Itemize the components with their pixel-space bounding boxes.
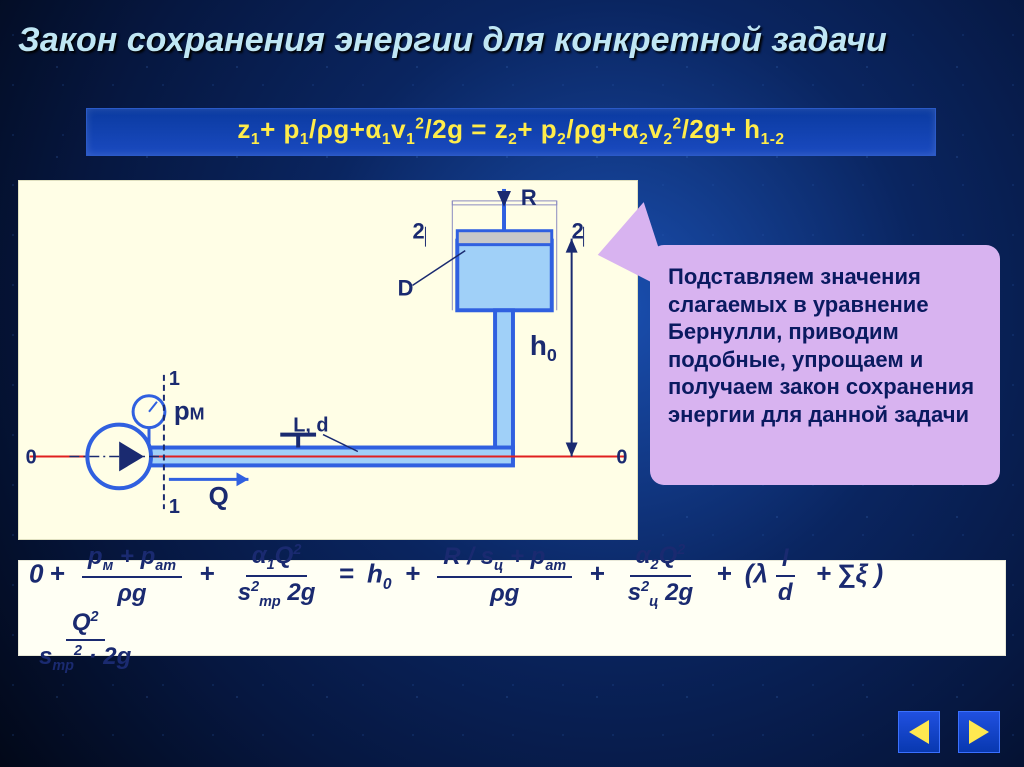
full-equation: 0+ pм + pатρg + α1Q2s2тр 2g = h0 + R / s… xyxy=(18,560,1006,656)
svg-text:0: 0 xyxy=(616,446,627,468)
svg-text:0: 0 xyxy=(26,446,37,468)
svg-text:Q: Q xyxy=(209,483,229,511)
hydraulic-diagram: R 2 2 D h0 1 1 pM L, d Q 0 0 xyxy=(18,180,638,540)
chevron-right-icon xyxy=(969,720,989,744)
explanation-callout: Подставляем значения слагаемых в уравнен… xyxy=(650,245,1000,485)
svg-text:h0: h0 xyxy=(530,330,557,365)
bernoulli-equation-bar: z1+ p1/ρg+α1v12/2g = z2+ p2/ρg+α2v22/2g+… xyxy=(86,108,936,156)
slide-title: Закон сохранения энергии для конкретной … xyxy=(18,22,1004,59)
svg-text:1: 1 xyxy=(169,496,180,518)
svg-text:R: R xyxy=(521,185,537,210)
svg-text:1: 1 xyxy=(169,368,180,390)
svg-text:2: 2 xyxy=(572,219,584,244)
callout-text: Подставляем значения слагаемых в уравнен… xyxy=(668,264,974,427)
prev-button[interactable] xyxy=(898,711,940,753)
svg-text:2: 2 xyxy=(413,219,425,244)
next-button[interactable] xyxy=(958,711,1000,753)
svg-text:D: D xyxy=(398,275,414,300)
svg-text:pM: pM xyxy=(174,398,205,426)
chevron-left-icon xyxy=(909,720,929,744)
equation-text: z1+ p1/ρg+α1v12/2g = z2+ p2/ρg+α2v22/2g+… xyxy=(237,114,784,149)
svg-text:L, d: L, d xyxy=(293,415,328,437)
eq-content: 0+ pм + pатρg + α1Q2s2тр 2g = h0 + R / s… xyxy=(29,542,995,674)
